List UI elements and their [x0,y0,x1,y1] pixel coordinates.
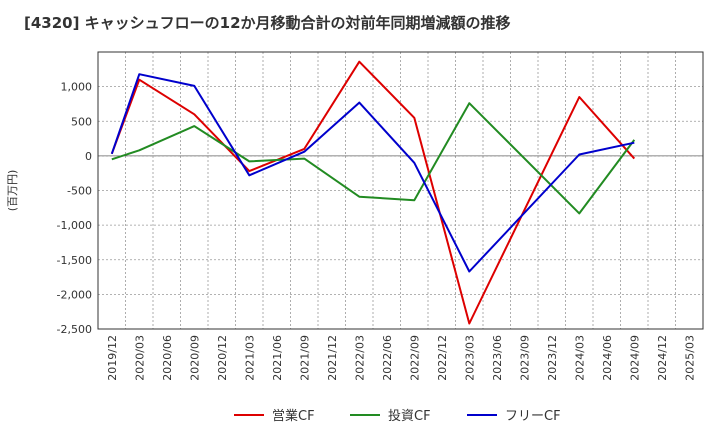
series-line [110,60,636,325]
x-tick-label: 2022/09 [408,335,421,381]
legend-label: 投資CF [388,408,431,424]
x-tick-label: 2023/06 [491,335,504,381]
y-tick-label: -2,000 [57,288,92,301]
series-lines [110,60,636,325]
x-tick-label: 2021/09 [298,335,311,381]
x-tick-label: 2022/06 [381,335,394,381]
x-tick-label: 2019/12 [106,335,119,381]
series-line [110,73,635,273]
x-tick-label: 2022/03 [353,335,366,381]
x-tick-label: 2024/06 [601,335,614,381]
y-tick-label: -2,500 [57,323,92,336]
x-tick-label: 2023/09 [518,335,531,381]
x-tick-label: 2021/06 [271,335,284,381]
x-tick-label: 2020/12 [216,335,229,381]
y-tick-label: -1,500 [57,254,92,267]
y-tick-label: -1,000 [57,219,92,232]
axes: 1,000 500 0 -500 -1,000 -1,500 -2,000 -2,500 201… [6,51,704,381]
legend-label: 営業CF [272,408,315,424]
x-tick-label: 2023/03 [463,335,476,381]
x-tick-label: 2023/12 [546,335,559,381]
legend: 営業CF 投資CF フリーCF [234,408,561,424]
x-tick-label: 2024/12 [656,335,669,381]
y-tick-label: -500 [67,185,92,198]
y-axis-label: (百万円) [6,170,19,212]
y-tick-label: 0 [85,150,92,163]
chart-title: [4320] キャッシュフローの12か月移動合計の対前年同期増減額の推移 [24,14,511,32]
x-tick-label: 2021/03 [243,335,256,381]
x-tick-label: 2025/03 [683,335,696,381]
x-tick-label: 2020/03 [133,335,146,381]
x-tick-label: 2020/09 [188,335,201,381]
plot-frame [97,51,704,330]
x-tick-label: 2024/03 [573,335,586,381]
y-tick-label: 500 [71,115,92,128]
x-tick-label: 2024/09 [628,335,641,381]
x-tick-label: 2021/12 [326,335,339,381]
x-tick-label: 2020/06 [161,335,174,381]
legend-label: フリーCF [505,409,561,424]
series-line [111,102,636,215]
y-tick-label: 1,000 [61,81,93,94]
x-tick-label: 2022/12 [436,335,449,381]
